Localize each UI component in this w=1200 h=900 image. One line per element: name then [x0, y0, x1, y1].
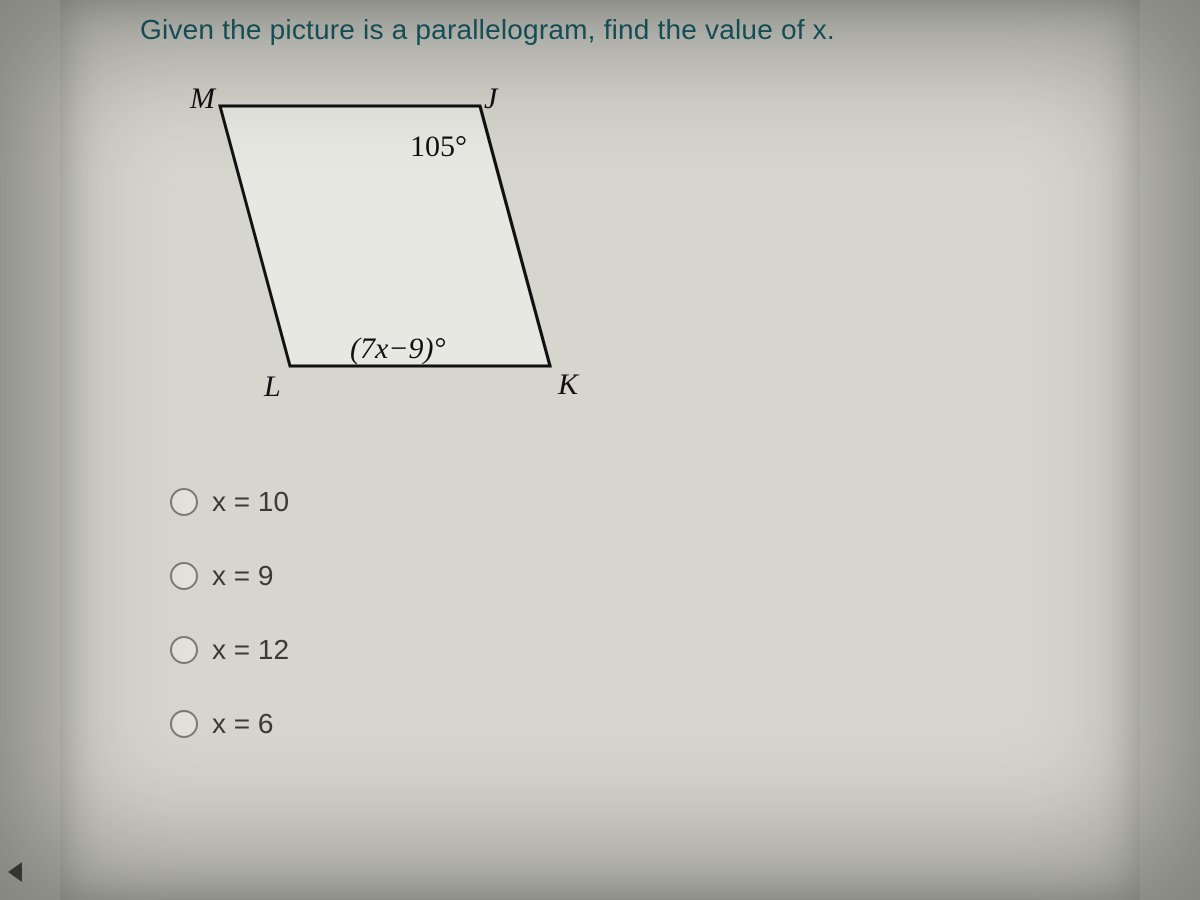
parallelogram-diagram: M J K L 105° (7x−9)° — [160, 76, 660, 446]
content-panel: Given the picture is a parallelogram, fi… — [60, 0, 1140, 900]
radio-icon — [170, 636, 198, 664]
vertex-label-J: J — [484, 82, 499, 115]
option-label: x = 10 — [212, 486, 289, 518]
parallelogram-shape — [220, 106, 550, 366]
radio-icon — [170, 710, 198, 738]
diagram-svg: M J K L 105° (7x−9)° — [160, 76, 660, 446]
option-1[interactable]: x = 10 — [170, 486, 1140, 518]
option-label: x = 6 — [212, 708, 273, 740]
vertex-label-M: M — [189, 82, 217, 115]
option-3[interactable]: x = 12 — [170, 634, 1140, 666]
option-label: x = 12 — [212, 634, 289, 666]
radio-icon — [170, 488, 198, 516]
chevron-left-icon[interactable] — [8, 862, 22, 882]
angle-label-top: 105° — [410, 130, 467, 163]
answer-options: x = 10 x = 9 x = 12 x = 6 — [170, 486, 1140, 740]
option-4[interactable]: x = 6 — [170, 708, 1140, 740]
vertex-label-K: K — [557, 368, 580, 401]
question-text: Given the picture is a parallelogram, fi… — [60, 0, 1140, 46]
angle-label-bottom: (7x−9)° — [350, 332, 446, 365]
option-label: x = 9 — [212, 560, 273, 592]
vertex-label-L: L — [263, 370, 281, 403]
option-2[interactable]: x = 9 — [170, 560, 1140, 592]
radio-icon — [170, 562, 198, 590]
